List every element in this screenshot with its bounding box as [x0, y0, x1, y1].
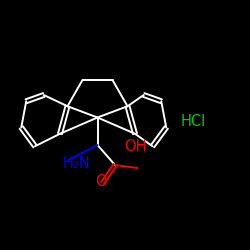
- Text: HCl: HCl: [181, 114, 206, 129]
- Text: OH: OH: [124, 139, 147, 154]
- Text: H₂N: H₂N: [62, 156, 90, 171]
- Text: O: O: [96, 174, 107, 189]
